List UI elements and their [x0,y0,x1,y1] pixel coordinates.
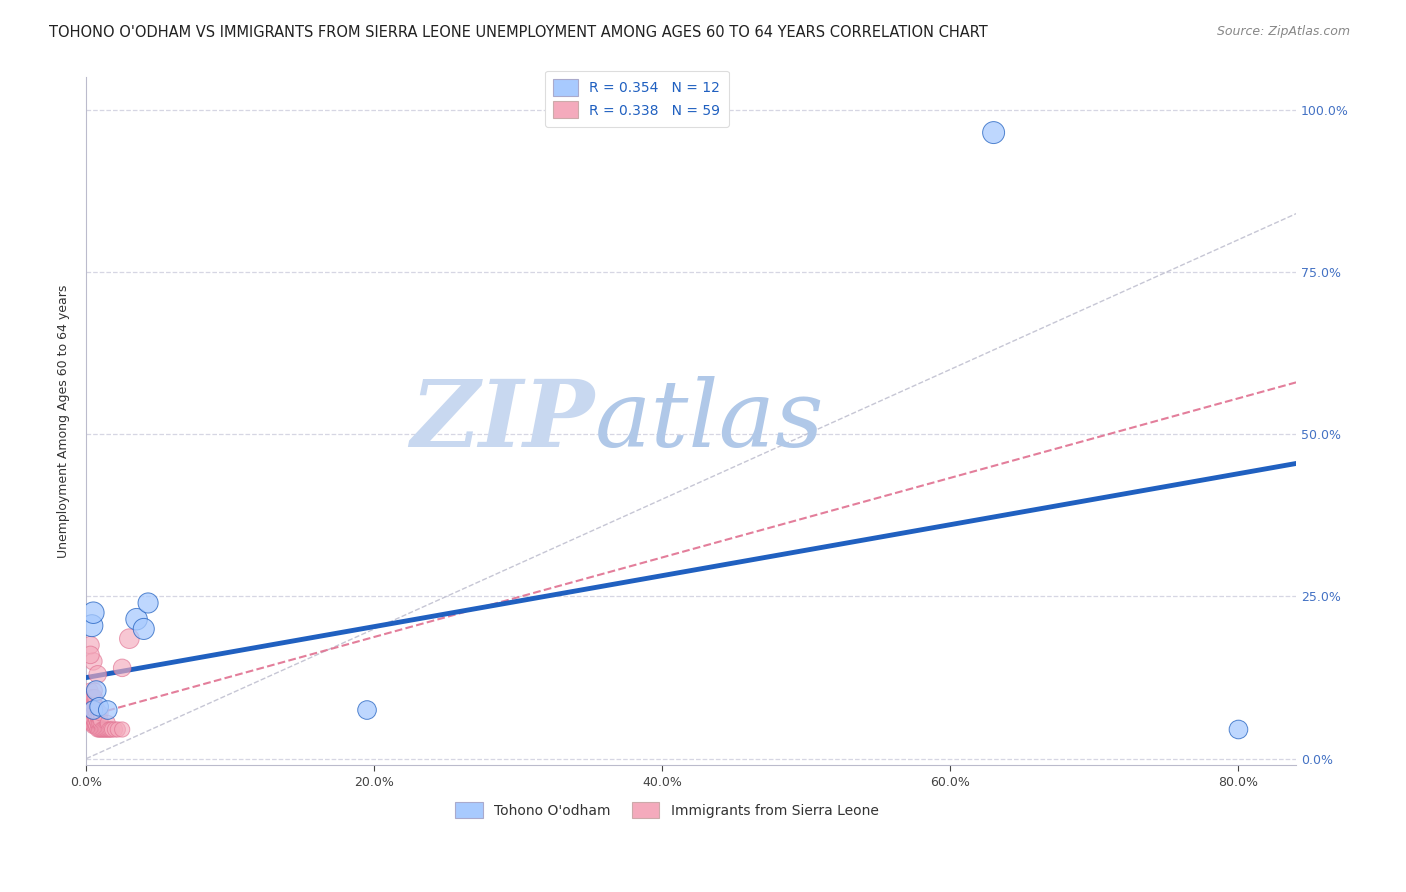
Point [1227,723,1250,737]
Point [80,703,103,717]
Point [83,719,105,733]
Point [79,638,101,652]
Point [86,716,108,731]
Point [82,606,104,620]
Point [101,723,124,737]
Point [80,690,103,704]
Point [83,709,105,723]
Text: atlas: atlas [595,376,824,467]
Point [97,703,120,717]
Point [79,709,101,723]
Point [132,622,155,636]
Point [77,697,100,711]
Point [107,723,129,737]
Point [86,709,108,723]
Point [90,706,112,721]
Point [82,719,104,733]
Point [83,683,105,698]
Point [84,719,107,733]
Point [93,723,115,737]
Point [80,709,103,723]
Point [80,697,103,711]
Point [94,723,117,737]
Point [97,716,120,731]
Point [79,716,101,731]
Point [86,667,108,681]
Point [100,723,122,737]
Point [87,709,110,723]
Point [83,703,105,717]
Point [83,716,105,731]
Point [84,706,107,721]
Point [87,699,110,714]
Point [98,723,121,737]
Point [90,723,112,737]
Point [83,697,105,711]
Point [79,683,101,698]
Point [97,723,120,737]
Point [84,683,107,698]
Point [111,661,134,675]
Point [82,690,104,704]
Y-axis label: Unemployment Among Ages 60 to 64 years: Unemployment Among Ages 60 to 64 years [58,285,70,558]
Point [104,723,127,737]
Point [90,713,112,727]
Point [87,716,110,731]
Point [111,723,134,737]
Point [80,618,103,632]
Point [86,703,108,717]
Point [77,703,100,717]
Point [80,716,103,731]
Text: TOHONO O'ODHAM VS IMMIGRANTS FROM SIERRA LEONE UNEMPLOYMENT AMONG AGES 60 TO 64 : TOHONO O'ODHAM VS IMMIGRANTS FROM SIERRA… [49,25,988,40]
Point [82,706,104,721]
Text: Source: ZipAtlas.com: Source: ZipAtlas.com [1216,25,1350,38]
Point [96,723,118,737]
Point [118,632,141,646]
Point [82,654,104,668]
Point [83,690,105,704]
Legend: Tohono O'odham, Immigrants from Sierra Leone: Tohono O'odham, Immigrants from Sierra L… [450,797,884,823]
Point [79,699,101,714]
Point [82,699,104,714]
Point [87,723,110,737]
Point [356,703,378,717]
Point [76,716,98,731]
Point [82,703,104,717]
Point [983,126,1005,140]
Point [125,612,148,626]
Point [79,648,101,662]
Point [82,713,104,727]
Point [86,723,108,737]
Point [90,716,112,731]
Point [84,699,107,714]
Point [91,723,114,737]
Text: ZIP: ZIP [411,376,595,467]
Point [136,596,159,610]
Point [77,713,100,727]
Point [76,706,98,721]
Point [84,713,107,727]
